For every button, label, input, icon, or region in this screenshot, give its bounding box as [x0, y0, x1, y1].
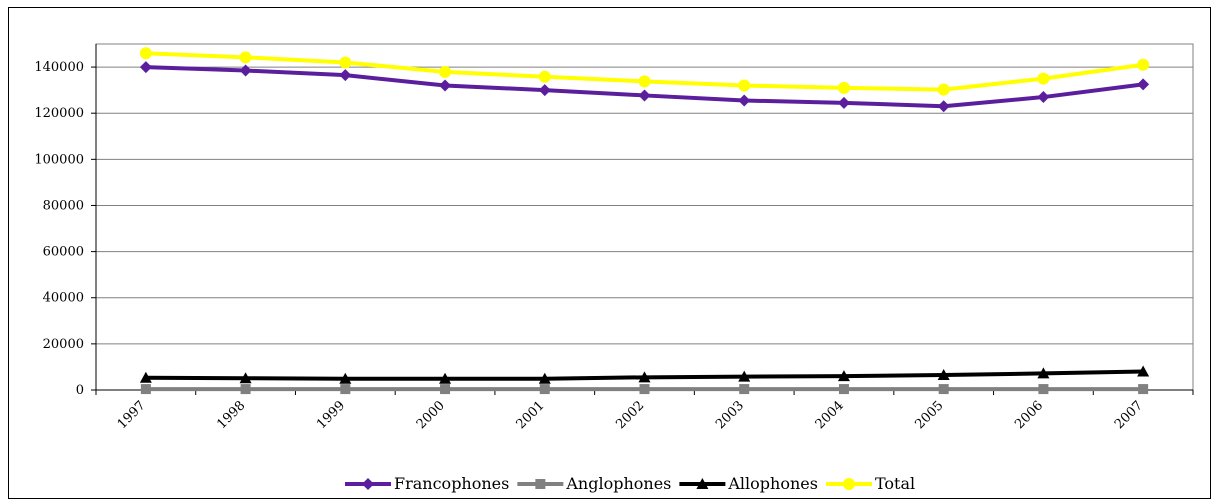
legend-item-allophones: Allophones — [679, 474, 818, 493]
data-point — [239, 372, 252, 384]
x-tick-label: 2004 — [813, 398, 847, 432]
gridlines — [96, 66, 1193, 345]
data-point — [837, 81, 850, 94]
data-point — [638, 89, 651, 102]
series-francophones — [139, 61, 1150, 113]
data-point — [139, 47, 152, 60]
x-tick-label: 1997 — [115, 398, 149, 432]
data-point — [139, 61, 152, 74]
y-tick-label: 100000 — [34, 152, 84, 167]
legend-item-francophones: Francophones — [345, 474, 509, 493]
data-point — [1138, 384, 1149, 395]
y-tick-label: 60000 — [43, 245, 84, 260]
legend-item-anglophones: Anglophones — [517, 474, 671, 493]
data-point — [239, 51, 252, 64]
x-tick-label: 2005 — [913, 398, 947, 432]
data-point — [1137, 58, 1150, 71]
data-point — [439, 79, 452, 92]
data-point — [1137, 78, 1150, 91]
y-tick-label: 40000 — [43, 291, 84, 306]
data-point — [539, 384, 550, 395]
y-tick-label: 140000 — [34, 60, 84, 75]
legend-marker — [535, 479, 546, 489]
y-axis: 0 20000 40000 60000 80000 100000 120000 140000 — [34, 44, 97, 398]
data-point — [937, 369, 950, 381]
y-tick-label: 120000 — [34, 106, 84, 121]
data-point — [837, 370, 850, 382]
data-point — [439, 372, 452, 384]
y-tick-label: 80000 — [43, 198, 84, 213]
data-point — [339, 56, 352, 69]
data-point — [538, 84, 551, 97]
data-point — [139, 371, 152, 383]
x-tick-label: 1998 — [214, 398, 248, 432]
data-point — [938, 384, 949, 395]
data-point — [340, 384, 351, 395]
legend-label: Anglophones — [565, 474, 671, 493]
data-point — [638, 75, 651, 88]
x-tick-label: 2000 — [414, 398, 448, 432]
y-tick-label: 20000 — [43, 337, 84, 352]
data-point — [1037, 367, 1050, 379]
data-point — [1037, 91, 1050, 104]
data-point — [140, 384, 151, 395]
x-tick-label: 2003 — [713, 398, 747, 432]
data-point — [937, 83, 950, 96]
x-tick-label: 2002 — [613, 398, 647, 432]
series-anglophones — [140, 384, 1149, 395]
y-tick-label: 0 — [76, 383, 84, 398]
data-point — [440, 384, 451, 395]
data-point — [638, 371, 651, 383]
data-point — [738, 370, 751, 382]
data-point — [1137, 365, 1150, 377]
data-point — [738, 79, 751, 92]
data-point — [837, 96, 850, 109]
x-axis: 1997 1998 1999 2000 2001 2002 2003 2004 2005 2006… — [95, 389, 1194, 432]
data-point — [538, 70, 551, 83]
legend-label: Total — [875, 474, 915, 493]
data-point — [339, 372, 352, 384]
legend-label: Allophones — [727, 474, 818, 493]
series-total — [139, 47, 1150, 96]
series-layer — [139, 47, 1150, 395]
data-point — [738, 94, 751, 107]
data-point — [838, 384, 849, 395]
x-tick-label: 1999 — [314, 398, 348, 432]
data-point — [538, 372, 551, 384]
x-tick-label: 2001 — [514, 398, 548, 432]
data-point — [937, 100, 950, 113]
legend-marker — [362, 478, 374, 490]
legend-marker — [842, 478, 855, 490]
legend-marker — [696, 478, 709, 489]
legend-item-total: Total — [825, 474, 915, 493]
data-point — [240, 384, 251, 395]
data-point — [1038, 384, 1049, 395]
data-point — [439, 65, 452, 78]
data-point — [339, 69, 352, 82]
x-tick-label: 2006 — [1012, 398, 1046, 432]
data-point — [639, 384, 650, 395]
x-tick-label: 2007 — [1112, 398, 1146, 432]
series-allophones — [139, 365, 1150, 384]
data-point — [1037, 72, 1050, 85]
legend: Francophones Anglophones Allophones Total — [345, 474, 915, 493]
legend-label: Francophones — [394, 474, 509, 493]
data-point — [739, 384, 750, 395]
data-point — [239, 64, 252, 77]
